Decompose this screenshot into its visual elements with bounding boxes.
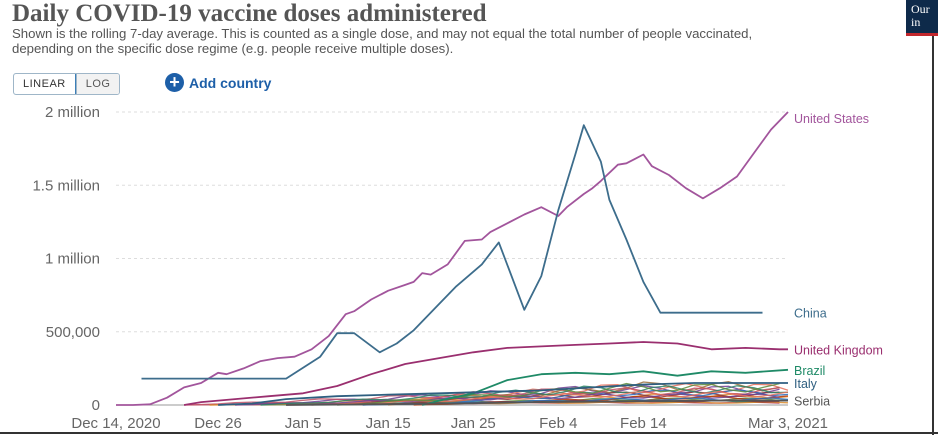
y-tick-label-2: 1 million (45, 251, 100, 268)
series-lines (116, 111, 789, 406)
y-tick-label-3: 1.5 million (32, 177, 100, 194)
add-country-button[interactable]: + Add country (165, 73, 271, 92)
linear-button[interactable]: LINEAR (14, 74, 76, 94)
x-axis-ticks: Dec 14, 2020 Dec 26 Jan 5 Jan 15 Jan 25 Feb 4… (71, 415, 828, 432)
chart-subtitle: Shown is the rolling 7-day average. This… (12, 26, 753, 56)
logo-line-1: Our (911, 2, 930, 16)
logo: Our in (906, 0, 938, 36)
series-line-italy (218, 382, 788, 406)
series-line-brazil (421, 368, 789, 406)
series-label-serbia: Serbia (794, 395, 830, 409)
chart-title: Daily COVID-19 vaccine doses administere… (12, 0, 487, 27)
log-button[interactable]: LOG (75, 74, 120, 94)
add-country-label: Add country (189, 74, 272, 91)
x-tick-label-3: Jan 15 (366, 415, 411, 432)
series-label-italy: Italy (794, 377, 818, 391)
x-tick-label-2: Jan 5 (285, 415, 322, 432)
series-label-china: China (794, 307, 827, 321)
series-line-serbia (286, 399, 788, 406)
series-line-united-states (116, 111, 789, 406)
series-label-united-kingdom: United Kingdom (794, 343, 883, 357)
x-tick-label-7: Mar 3, 2021 (748, 415, 828, 432)
y-tick-label-4: 2 million (45, 104, 100, 121)
y-tick-label-1: 500,000 (46, 324, 100, 341)
series-line-china (141, 124, 763, 380)
series-label-brazil: Brazil (794, 364, 825, 378)
x-tick-label-1: Dec 26 (194, 415, 242, 432)
series-label-united-states: United States (794, 112, 869, 126)
scale-toggle: LINEAR LOG (13, 73, 121, 95)
y-axis-ticks: 0 500,000 1 million 1.5 million 2 million (32, 104, 100, 414)
x-tick-label-5: Feb 4 (539, 415, 577, 432)
plus-icon: + (165, 73, 184, 92)
x-tick-label-6: Feb 14 (620, 415, 667, 432)
frame-bottom (0, 432, 938, 434)
background-line-15 (311, 391, 789, 406)
series-line-united-kingdom (183, 341, 788, 406)
frame-right (932, 36, 934, 435)
x-tick-label-4: Jan 25 (451, 415, 496, 432)
series-labels: United States China United Kingdom BrazilIt… (794, 112, 883, 409)
x-tick-label-0: Dec 14, 2020 (71, 415, 160, 432)
logo-line-2: in (911, 15, 921, 29)
y-tick-label-0: 0 (92, 397, 100, 414)
